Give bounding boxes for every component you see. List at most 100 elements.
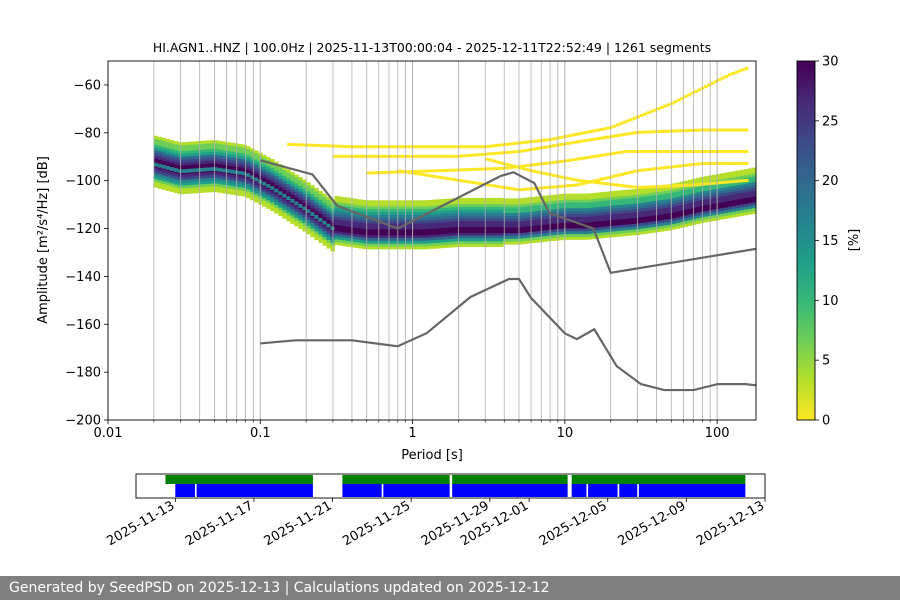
heatmap-cell: [675, 222, 681, 226]
heatmap-cell: [543, 230, 548, 234]
heatmap-cell: [394, 246, 400, 250]
heatmap-cell: [370, 246, 376, 250]
heatmap-cell: [230, 188, 235, 192]
heatmap-cell: [679, 210, 685, 214]
heatmap-spurious-cell: [434, 154, 438, 158]
heatmap-spurious-cell: [505, 150, 509, 154]
heatmap-cell: [723, 192, 729, 196]
heatmap-spurious-cell: [741, 179, 746, 183]
heatmap-spurious-cell: [521, 141, 525, 145]
heatmap-cell: [366, 200, 372, 204]
heatmap-cell: [306, 193, 311, 197]
heatmap-spurious-cell: [488, 183, 493, 187]
heatmap-spurious-cell: [336, 154, 340, 158]
heatmap-spurious-cell: [589, 180, 594, 184]
heatmap-spurious-cell: [633, 150, 638, 154]
heatmap-cell: [418, 200, 424, 204]
heatmap-cell: [198, 143, 203, 148]
heatmap-cell: [446, 227, 452, 231]
heatmap-cell: [591, 215, 596, 220]
heatmap-cell: [695, 186, 701, 190]
heatmap-cell: [615, 202, 620, 206]
heatmap-cell: [727, 209, 733, 213]
heatmap-cell: [651, 203, 657, 207]
heatmap-mode-cell: [222, 168, 227, 173]
heatmap-cell: [390, 237, 396, 241]
heatmap-mode-cell: [591, 223, 596, 228]
heatmap-cell: [350, 206, 355, 211]
heatmap-cell: [499, 235, 504, 239]
heatmap-cell: [242, 187, 247, 191]
heatmap-cell: [719, 184, 725, 189]
heatmap-cell: [747, 179, 753, 183]
heatmap-mode-cell: [382, 231, 388, 236]
heatmap-cell: [202, 143, 207, 147]
heatmap-spurious-cell: [687, 93, 691, 97]
heatmap-cell: [735, 190, 741, 194]
heatmap-cell: [382, 240, 388, 244]
heatmap-cell: [374, 240, 380, 244]
heatmap-mode-cell: [290, 198, 295, 203]
heatmap-spurious-cell: [697, 88, 702, 92]
heatmap-mode-cell: [663, 215, 669, 220]
heatmap-cell: [270, 182, 275, 186]
heatmap-cell: [703, 210, 709, 214]
heatmap-spurious-cell: [599, 181, 604, 185]
heatmap-cell: [173, 164, 179, 168]
heatmap-cell: [318, 202, 323, 206]
heatmap-cell: [446, 210, 452, 214]
heatmap-spurious-cell: [697, 128, 702, 132]
heatmap-cell: [222, 141, 227, 145]
heatmap-cell: [177, 156, 183, 160]
heatmap-cell: [334, 221, 339, 226]
heatmap-spurious-cell: [542, 171, 547, 175]
heatmap-cell: [567, 202, 572, 206]
heatmap-spurious-cell: [366, 171, 371, 175]
heatmap-cell: [161, 157, 167, 162]
heatmap-cell: [458, 243, 464, 248]
heatmap-cell: [254, 167, 259, 171]
heatmap-cell: [643, 193, 649, 197]
heatmap-cell: [495, 226, 500, 230]
heatmap-cell: [274, 167, 279, 171]
heatmap-cell: [310, 222, 315, 226]
heatmap-cell: [358, 208, 363, 212]
heatmap-cell: [278, 198, 283, 202]
x-axis-label: Period [s]: [401, 448, 463, 463]
heatmap-cell: [242, 158, 247, 163]
psd-coverage-bar: [571, 484, 587, 497]
heatmap-cell: [747, 205, 753, 209]
heatmap-spurious-cell: [616, 151, 621, 155]
heatmap-cell: [286, 212, 291, 216]
heatmap-cell: [314, 208, 319, 212]
heatmap-cell: [266, 168, 271, 172]
heatmap-cell: [719, 187, 725, 191]
heatmap-cell: [559, 219, 564, 223]
heatmap-cell: [683, 223, 689, 227]
heatmap-spurious-cell: [566, 176, 570, 180]
heatmap-spurious-cell: [566, 184, 570, 188]
heatmap-spurious-cell: [522, 167, 526, 171]
heatmap-cell: [286, 203, 291, 207]
heatmap-cell: [338, 208, 343, 212]
heatmap-cell: [603, 226, 608, 230]
heatmap-cell: [458, 209, 464, 213]
heatmap-cell: [731, 176, 737, 181]
heatmap-cell: [398, 206, 404, 210]
date-tick-label: 2025-11-13: [104, 498, 177, 549]
heatmap-cell: [719, 213, 725, 217]
heatmap-cell: [647, 195, 653, 199]
heatmap-mode-cell: [703, 207, 709, 211]
heatmap-spurious-cell: [694, 183, 698, 187]
heatmap-spurious-cell: [552, 160, 557, 164]
heatmap-cell: [583, 213, 588, 217]
heatmap-spurious-cell: [707, 128, 712, 132]
heatmap-cell: [563, 228, 568, 232]
heatmap-mode-cell: [402, 231, 408, 236]
heatmap-spurious-cell: [724, 74, 729, 78]
heatmap-cell: [450, 232, 456, 236]
heatmap-cell: [250, 168, 255, 172]
heatmap-cell: [218, 155, 223, 159]
heatmap-cell: [535, 225, 540, 229]
heatmap-cell: [218, 189, 223, 193]
